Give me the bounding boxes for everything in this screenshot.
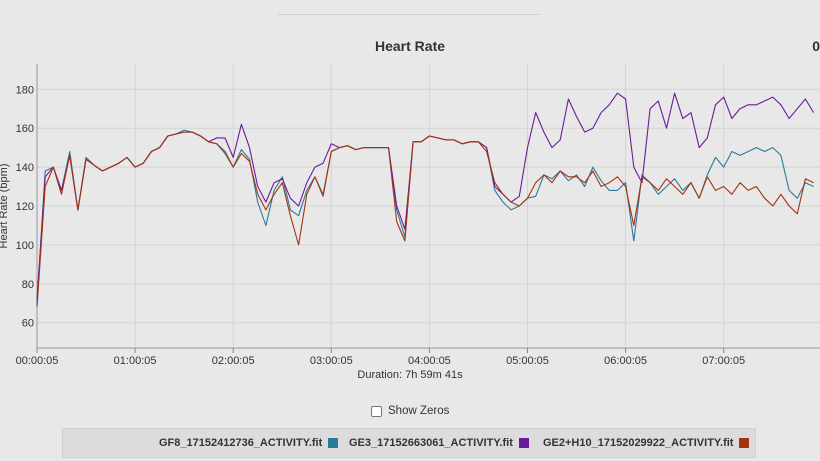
x-tick-label-03:00:05: 03:00:05 xyxy=(310,355,353,367)
legend-item-ge3[interactable]: GE3_17152663061_ACTIVITY.fit xyxy=(349,437,529,449)
legend: GF8_17152412736_ACTIVITY.fit GE3_1715266… xyxy=(62,428,756,458)
legend-label-ge3: GE3_17152663061_ACTIVITY.fit xyxy=(349,437,513,449)
x-tick-label-06:00:05: 06:00:05 xyxy=(604,355,647,367)
y-tick-label-140: 140 xyxy=(16,162,34,174)
legend-swatch-ge3 xyxy=(518,438,529,448)
y-axis-label: Heart Rate (bpm) xyxy=(0,164,10,249)
legend-label-gf8: GF8_17152412736_ACTIVITY.fit xyxy=(159,437,323,449)
x-tick-label-02:00:05: 02:00:05 xyxy=(212,355,255,367)
axes: 60 80 100 120 140 160 180 00:00:05 01:00:05 02:00… xyxy=(0,64,820,367)
x-tick-label-01:00:05: 01:00:05 xyxy=(114,355,157,367)
y-tick-label-80: 80 xyxy=(22,279,34,291)
legend-item-ge2-h10[interactable]: GE2+H10_17152029922_ACTIVITY.fit xyxy=(543,437,750,449)
grid xyxy=(36,64,820,348)
legend-label-ge2-h10: GE2+H10_17152029922_ACTIVITY.fit xyxy=(543,437,734,449)
x-tick-label-00:00:05: 00:00:05 xyxy=(16,355,59,367)
top-divider xyxy=(278,14,540,15)
y-tick-label-60: 60 xyxy=(22,318,34,330)
y-tick-label-120: 120 xyxy=(16,201,34,213)
x-axis-label: Duration: 7h 59m 41s xyxy=(357,369,463,381)
corner-text: 0 xyxy=(812,38,820,54)
legend-swatch-gf8 xyxy=(328,438,339,448)
legend-item-gf8[interactable]: GF8_17152412736_ACTIVITY.fit xyxy=(159,437,339,449)
series-line-ge3 xyxy=(36,92,815,300)
x-tick-label-04:00:05: 04:00:05 xyxy=(408,355,451,367)
x-tick-label-07:00:05: 07:00:05 xyxy=(702,355,745,367)
legend-swatch-ge2-h10 xyxy=(739,438,750,448)
show-zeros-label: Show Zeros xyxy=(388,405,450,417)
show-zeros-checkbox[interactable] xyxy=(371,405,382,417)
y-tick-label-160: 160 xyxy=(16,123,34,135)
x-tick-label-05:00:05: 05:00:05 xyxy=(506,355,549,367)
series-line-gf8 xyxy=(36,129,814,304)
y-tick-label-180: 180 xyxy=(16,84,34,96)
series-line-ge2-h10 xyxy=(36,131,814,308)
chart-title: Heart Rate xyxy=(374,38,446,54)
y-tick-label-100: 100 xyxy=(16,240,34,252)
show-zeros-toggle[interactable]: Show Zeros xyxy=(371,405,449,417)
series-lines xyxy=(36,92,815,308)
